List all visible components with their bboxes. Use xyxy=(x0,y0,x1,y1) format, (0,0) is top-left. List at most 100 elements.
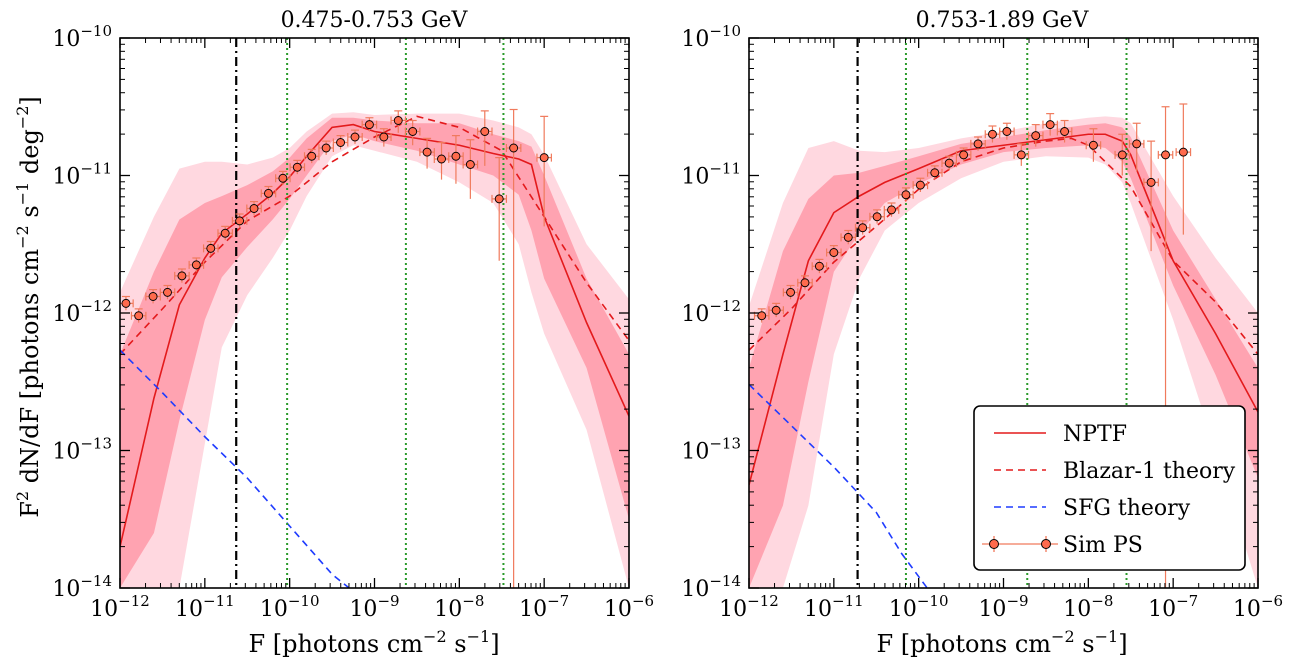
nptf-bands xyxy=(120,112,629,588)
sim-ps-point xyxy=(130,308,147,323)
sim-ps-marker xyxy=(437,154,446,164)
x-tick-label: 10−11 xyxy=(175,592,235,622)
sim-ps-marker xyxy=(1060,127,1070,136)
legend-label-sfg: SFG theory xyxy=(1063,496,1191,521)
sim-ps-marker xyxy=(235,216,245,226)
sim-ps-point xyxy=(347,129,363,144)
sim-ps-point xyxy=(275,170,291,186)
sim-ps-point xyxy=(145,289,161,304)
sim-ps-point xyxy=(854,220,871,235)
sim-ps-marker xyxy=(206,243,216,253)
sim-ps-marker xyxy=(843,232,853,242)
x-tick-label: 10−10 xyxy=(260,592,320,622)
sim-ps-point xyxy=(941,155,958,170)
panel-title-left: 0.475-0.753 GeV xyxy=(281,8,469,33)
sim-ps-point xyxy=(448,135,464,184)
sim-ps-marker xyxy=(1045,120,1055,130)
sim-ps-marker xyxy=(422,147,432,157)
sim-ps-point xyxy=(970,136,986,151)
sim-ps-marker xyxy=(959,150,969,160)
sim-ps-point xyxy=(120,295,134,311)
sim-ps-marker xyxy=(292,162,302,172)
sim-ps-marker xyxy=(1002,127,1012,136)
sim-ps-marker xyxy=(509,143,519,153)
nptf-bands xyxy=(749,116,1258,588)
sim-ps-point xyxy=(536,115,552,227)
sim-ps-marker xyxy=(249,204,259,213)
sim-ps-marker xyxy=(757,311,767,321)
sim-ps-point xyxy=(898,187,914,202)
y-tick-label: 10−10 xyxy=(681,22,741,52)
sim-ps-point xyxy=(1175,103,1192,235)
sim-ps-point xyxy=(390,110,407,133)
x-tick-label: 10−12 xyxy=(719,592,779,622)
sim-ps-marker xyxy=(988,129,997,139)
sim-ps-marker xyxy=(930,168,940,178)
sim-ps-point xyxy=(202,240,219,256)
sim-ps-marker xyxy=(148,292,158,301)
y-tick-label: 10−10 xyxy=(52,22,112,52)
y-tick-label: 10−14 xyxy=(681,572,741,602)
sim-ps-point xyxy=(462,139,479,199)
sim-ps-marker xyxy=(336,138,346,147)
sim-ps-marker xyxy=(163,287,172,297)
sim-ps-point xyxy=(289,159,306,175)
sim-ps-point xyxy=(1013,143,1030,166)
sim-ps-marker xyxy=(451,151,461,161)
sim-ps-point xyxy=(433,141,450,180)
x-tick-label: 10−6 xyxy=(1233,592,1283,622)
sim-ps-point xyxy=(361,117,378,132)
legend-simps-marker xyxy=(989,539,999,549)
nptf-band-68 xyxy=(120,117,629,588)
y-tick-label: 10−13 xyxy=(52,435,112,465)
sim-ps-marker xyxy=(465,160,475,169)
sim-ps-marker xyxy=(220,228,230,238)
sim-ps-point xyxy=(188,257,205,272)
legend: NPTF Blazar-1 theory SFG theory Sim PS xyxy=(973,405,1246,571)
sim-ps-marker xyxy=(1016,150,1026,160)
sim-ps-points xyxy=(753,103,1192,588)
sim-ps-point xyxy=(912,177,929,192)
sim-ps-point xyxy=(332,135,349,150)
y-axis-label: F2 dN/dF [photons cm−2 s−1 deg−2] xyxy=(13,96,44,518)
sim-ps-point xyxy=(1056,119,1073,143)
sim-ps-marker xyxy=(264,188,273,198)
y-tick-label: 10−12 xyxy=(681,297,741,327)
sim-ps-point xyxy=(246,201,262,216)
sim-ps-marker xyxy=(379,132,389,142)
sim-ps-marker xyxy=(480,127,490,136)
axes-left: 10−12 10−11 10−10 10−9 10−8 10−7 10−610−1410−1… xyxy=(52,22,654,622)
sim-ps-point xyxy=(999,122,1015,140)
x-tick-label: 10−8 xyxy=(1063,592,1113,622)
sim-ps-marker xyxy=(393,116,403,125)
sim-ps-marker xyxy=(1088,140,1098,150)
legend-label-blazar: Blazar-1 theory xyxy=(1063,459,1236,484)
sim-ps-point xyxy=(797,275,813,290)
legend-frame xyxy=(973,405,1246,571)
sim-ps-marker xyxy=(1161,150,1170,160)
y-tick-label: 10−14 xyxy=(52,572,112,602)
x-tick-label: 10−9 xyxy=(978,592,1028,622)
y-tick-label: 10−11 xyxy=(681,160,741,190)
sim-ps-point xyxy=(404,119,421,146)
sim-ps-marker xyxy=(539,153,549,163)
sim-ps-marker xyxy=(321,143,331,153)
panel-right: 10−12 10−11 10−10 10−9 10−8 10−7 10−610−1410−1… xyxy=(681,8,1283,622)
sim-ps-point xyxy=(883,202,900,217)
sim-ps-marker xyxy=(858,223,868,233)
sim-ps-point xyxy=(231,213,248,228)
x-axis-label-right: F [photons cm−2 s−1] xyxy=(876,627,1127,658)
sim-ps-marker xyxy=(177,271,187,281)
x-axis-label-left: F [photons cm−2 s−1] xyxy=(248,627,499,658)
sim-ps-marker xyxy=(278,173,288,183)
sfg-theory-line xyxy=(749,383,928,588)
sim-ps-point xyxy=(1027,124,1044,147)
sim-ps-point xyxy=(826,245,842,260)
legend-label-simps: Sim PS xyxy=(1063,533,1143,558)
sim-ps-marker xyxy=(1117,150,1127,160)
sim-ps-marker xyxy=(1132,139,1142,149)
sim-ps-marker xyxy=(134,311,144,321)
sim-ps-point xyxy=(1085,128,1102,162)
sim-ps-marker xyxy=(494,194,504,204)
sim-ps-marker xyxy=(872,212,882,222)
